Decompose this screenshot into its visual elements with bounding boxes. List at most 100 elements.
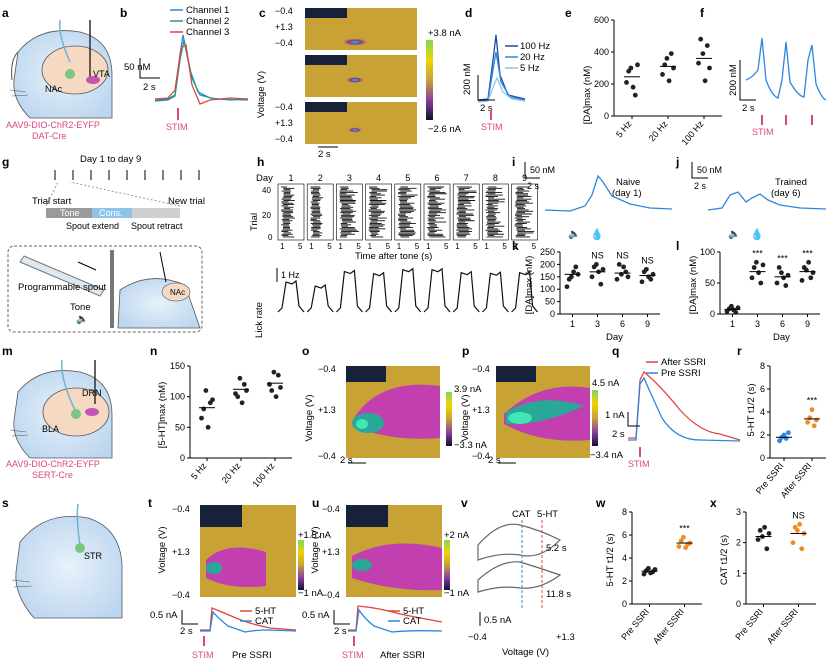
xlabel-l: Day <box>773 332 790 343</box>
condition-label-t: Pre SSRI <box>232 650 272 661</box>
cbar-bottom-p: −3.4 nA <box>590 450 624 461</box>
h-lick-rate-trace <box>452 270 480 313</box>
h-xtick-5: 5 <box>415 242 420 251</box>
h-xtick-5: 5 <box>356 242 361 251</box>
day-range-label: Day 1 to day 9 <box>80 154 141 165</box>
panel-letter-g: g <box>2 155 9 169</box>
h-xtick-5: 5 <box>502 242 507 251</box>
h-xtick-1: 1 <box>309 242 314 251</box>
l-data-point <box>760 262 766 268</box>
l-category-label: 9 <box>805 319 810 329</box>
h-raster-box <box>306 183 334 241</box>
h-xtick-1: 1 <box>426 242 431 251</box>
trial-start-label: Trial start <box>32 196 72 207</box>
k-data-point <box>648 276 654 282</box>
panel-letter-f: f <box>700 6 705 20</box>
session-ticks <box>45 170 200 207</box>
h-raster-box <box>336 183 363 241</box>
h-xtick-1: 1 <box>455 242 460 251</box>
h-xtick-1: 1 <box>484 242 489 251</box>
l-category-label: 1 <box>730 319 735 329</box>
h-xtick-1: 1 <box>368 242 373 251</box>
panel-letter-v: v <box>461 496 468 510</box>
scale-x-i: 2 s <box>527 181 540 191</box>
k-significance-label: NS <box>616 250 629 260</box>
k-data-point <box>594 262 599 267</box>
l-data-point <box>806 259 811 265</box>
tick-u-mid: +1.3 <box>322 547 340 557</box>
cbar-bottom-t: −1 nA <box>298 588 324 599</box>
e-data-point <box>702 78 708 84</box>
x-category-label: Pre SSRI <box>733 607 765 642</box>
tick-p-mid: +1.3 <box>472 405 490 415</box>
scale-x-f: 2 s <box>742 103 755 114</box>
h-day-number: 7 <box>464 173 469 183</box>
scale-bar-u <box>333 610 350 625</box>
h-lick-rate-trace <box>277 279 305 313</box>
k-data-point <box>621 264 626 270</box>
frequency-legend: 100 Hz 20 Hz 5 Hz <box>505 41 550 74</box>
xtick-v-right: +1.3 <box>556 632 575 643</box>
h-xtick-1: 1 <box>514 242 519 251</box>
h-xtick-5: 5 <box>532 242 537 251</box>
h-lick-rate-trace <box>335 269 363 313</box>
h-raster-box <box>277 183 305 241</box>
ylabel-o: Voltage (V) <box>304 395 315 442</box>
channel-traces <box>154 34 249 105</box>
scale-y-f: 200 nM <box>728 64 739 96</box>
e-ytick-label: 0 <box>604 111 609 121</box>
e-data-point <box>666 78 672 84</box>
w-data-point <box>641 571 647 577</box>
h-day-number: 8 <box>493 173 498 183</box>
l-ytick-label: 100 <box>700 247 715 257</box>
k-ytick-label: 200 <box>540 259 555 269</box>
e-data-point <box>698 36 704 42</box>
legend-20hz: 20 Hz <box>520 52 545 63</box>
mouse-head-illustration <box>9 19 113 119</box>
l-data-point <box>749 275 755 281</box>
panel-letter-s: s <box>2 496 9 510</box>
xtick-v-left: −0.4 <box>468 632 487 643</box>
cat-peak-label: CAT <box>512 509 530 520</box>
scale-x-u: 2 s <box>334 626 347 637</box>
l-data-point <box>799 278 805 283</box>
w-data-point <box>678 538 684 544</box>
lick-rate-label: Lick rate <box>254 302 265 338</box>
e-data-point <box>664 56 670 61</box>
n-data-point <box>210 397 215 403</box>
cbar-top-p: 4.5 nA <box>592 378 620 389</box>
l-data-point <box>729 303 734 309</box>
panel-letter-w: w <box>595 496 606 510</box>
w-category-label: Pre SSRI <box>619 607 651 642</box>
x-data-point <box>757 528 763 533</box>
panel-letter-u: u <box>312 496 319 510</box>
tick-c-bot: −0.4 <box>275 38 293 48</box>
stim-label-f: STIM <box>752 127 774 137</box>
new-trial-label: New trial <box>168 196 205 207</box>
w-ytick-label: 2 <box>622 576 627 586</box>
tick-c3-bot: −0.4 <box>275 134 293 144</box>
scale-y-i: 50 nM <box>530 165 555 175</box>
voltammogram-o <box>346 366 440 458</box>
w-data-point <box>683 545 688 551</box>
k-ytick-label: 50 <box>545 297 555 307</box>
n-data-point <box>241 382 247 387</box>
h-lick-rate-trace <box>481 271 509 313</box>
tick-u-bot: −0.4 <box>322 590 340 600</box>
l-category-label: 6 <box>780 319 785 329</box>
k-data-point <box>600 266 606 272</box>
scale-bar-i <box>524 162 540 179</box>
legend-channel-3: Channel 3 <box>186 27 229 38</box>
l-category-label: 3 <box>755 319 760 329</box>
h-xtick-5: 5 <box>298 242 303 251</box>
cons-label: Cons. <box>99 208 123 218</box>
scale-x-q: 2 s <box>612 429 625 440</box>
stim-label-t: STIM <box>192 650 214 660</box>
ytick-h-40: 40 <box>262 186 271 195</box>
scale-y-q: 1 nA <box>605 410 625 421</box>
w-ytick-label: 0 <box>622 599 627 609</box>
r-data-point <box>814 417 819 423</box>
w-data-point <box>681 534 686 540</box>
x-data-point <box>790 540 796 546</box>
r-data-point <box>809 407 815 413</box>
